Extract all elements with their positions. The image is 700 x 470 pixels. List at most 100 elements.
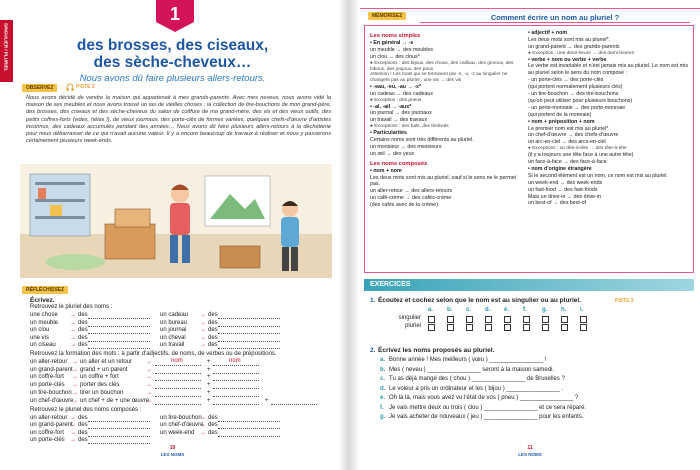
checkbox bbox=[485, 324, 492, 331]
lesson-badge bbox=[156, 0, 194, 32]
arrow: → bbox=[72, 382, 78, 389]
column-letter: b. bbox=[447, 307, 453, 313]
rule-note: ● Exception : des pneus bbox=[370, 97, 422, 103]
rule-line: un face-à-face → des face-à-face bbox=[528, 159, 607, 165]
arrow: → bbox=[146, 389, 152, 396]
arrow: → bbox=[70, 334, 76, 341]
column-letter: g. bbox=[542, 307, 548, 313]
answer-blank bbox=[218, 312, 280, 319]
article: des bbox=[208, 415, 218, 421]
side-tab: SINGULIER / PLURIEL bbox=[0, 20, 13, 82]
answer-blank bbox=[218, 422, 280, 430]
article: des bbox=[78, 437, 88, 444]
checkbox bbox=[542, 316, 549, 323]
footer-section: LES NOMS bbox=[160, 452, 185, 457]
rule-line: Le verbe est invariable et n'est jamais … bbox=[528, 63, 688, 77]
checkbox bbox=[523, 316, 530, 323]
subtitle: Nous avons dû faire plusieurs allers-ret… bbox=[79, 73, 266, 84]
arrow: → bbox=[200, 312, 206, 318]
rule-line: un week-end → des week-ends bbox=[528, 179, 603, 186]
article: des bbox=[78, 422, 88, 429]
answer-blank bbox=[271, 398, 317, 405]
answer-blank bbox=[88, 327, 150, 335]
checkbox bbox=[523, 324, 530, 331]
column-letter: i. bbox=[580, 307, 584, 313]
noun-singular: un ciseau bbox=[30, 342, 56, 349]
rule-line: (qui portent de la monnaie) bbox=[528, 111, 592, 118]
rule-line: Les deux mots sont mis au pluriel, sauf … bbox=[370, 174, 517, 188]
rule-subheading: • nom d'origine étrangère bbox=[528, 165, 592, 172]
rule-line: un travail → des travaux bbox=[370, 117, 428, 124]
section-tag: RÉFLÉCHISSEZ bbox=[22, 286, 69, 294]
answer-blank bbox=[88, 437, 150, 445]
rule-line: - un porte-monnaie → des porte-monnaie bbox=[528, 104, 626, 111]
plus: + bbox=[207, 382, 211, 389]
plus: + bbox=[207, 366, 211, 373]
arrow: → bbox=[200, 319, 206, 326]
answer-blank bbox=[218, 335, 280, 342]
answer-blank bbox=[218, 342, 280, 350]
compound-noun: un coffre-fort bbox=[30, 374, 64, 381]
column-letter: f. bbox=[523, 307, 527, 313]
formation: tirer un bouchon bbox=[80, 389, 124, 396]
answer-blank bbox=[88, 422, 150, 430]
article: des bbox=[208, 422, 218, 429]
checkbox bbox=[580, 324, 587, 331]
exercise-instruction: Retrouvez le pluriel des noms : bbox=[30, 304, 113, 310]
checkbox bbox=[466, 324, 473, 331]
rule-note: ● Exceptions : des bals, des festivals bbox=[370, 124, 449, 130]
gutter bbox=[338, 0, 360, 470]
arrow: → bbox=[200, 327, 206, 334]
article: des bbox=[78, 312, 88, 318]
exercise-number: 1. bbox=[370, 297, 376, 304]
rule-line: un monsieur → des messieurs bbox=[370, 143, 442, 150]
article: des bbox=[208, 429, 218, 436]
hint: nom bbox=[229, 358, 241, 364]
rule-line: un meuble → des meubles bbox=[370, 46, 434, 53]
answer-blank bbox=[155, 390, 201, 397]
side-tab-text: SINGULIER / PLURIEL bbox=[3, 23, 9, 72]
rule-note: ● Exceptions : des bijoux, des choux, de… bbox=[370, 60, 514, 72]
checkbox bbox=[542, 324, 549, 331]
illustration bbox=[20, 164, 332, 278]
article: des bbox=[208, 334, 218, 341]
article: des bbox=[78, 327, 88, 334]
arrow: → bbox=[72, 389, 78, 396]
noun-singular: un grand-parent bbox=[30, 422, 73, 429]
checkbox bbox=[580, 316, 587, 323]
exercise-instruction: Écoutez et cochez selon que le nom est a… bbox=[378, 297, 581, 304]
formation: grand + un parent bbox=[80, 366, 128, 373]
rule-subheading: • nom + préposition + nom bbox=[528, 118, 595, 125]
item-text: Le voleur a pris un ordinateur et les ( … bbox=[389, 385, 564, 392]
checkbox bbox=[504, 316, 511, 323]
compound-noun: un aller-retour bbox=[30, 359, 68, 365]
arrow: → bbox=[200, 429, 206, 436]
arrow: → bbox=[72, 397, 78, 404]
item-text: Bonne année ! Mes meilleurs ( vœu ) ____… bbox=[389, 357, 547, 363]
answer-blank bbox=[88, 342, 150, 350]
rule-line: - un porte-clés → des porte-clés bbox=[528, 77, 604, 84]
arrow: → bbox=[72, 359, 78, 365]
noun-singular: un cadeau bbox=[160, 312, 189, 318]
rule-subheading: • adjectif + nom bbox=[528, 30, 568, 36]
noun-singular: un porte-clés bbox=[30, 437, 65, 444]
top-rule bbox=[360, 8, 700, 9]
plus: + bbox=[265, 397, 269, 404]
section-tag: MÉMORISEZ bbox=[368, 12, 407, 20]
audio-icon bbox=[66, 83, 74, 91]
answer-blank bbox=[88, 312, 150, 319]
checkbox bbox=[447, 316, 454, 323]
arrow: → bbox=[70, 327, 76, 334]
plus: + bbox=[207, 397, 211, 404]
exercise-number: 2. bbox=[370, 347, 376, 354]
section-tag: OBSERVEZ bbox=[22, 84, 58, 92]
arrow: → bbox=[200, 334, 206, 341]
article: des bbox=[78, 415, 88, 421]
answer-blank bbox=[155, 367, 201, 374]
answer-blank bbox=[155, 382, 201, 390]
rule-line: un œil → des yeux bbox=[370, 150, 415, 157]
memorise-heading: Comment écrire un nom au pluriel ? bbox=[420, 13, 690, 23]
checkbox bbox=[428, 316, 435, 323]
answer-blank bbox=[213, 374, 259, 382]
arrow: → bbox=[70, 429, 76, 436]
